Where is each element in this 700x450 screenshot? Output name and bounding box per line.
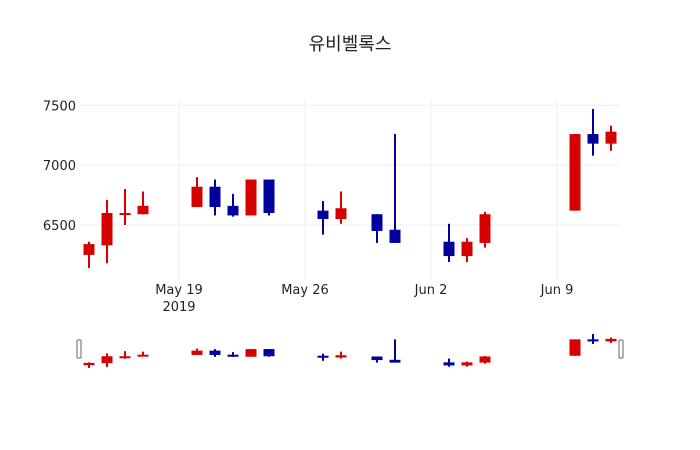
candle-body: [209, 186, 221, 208]
slider-candle: [605, 337, 617, 343]
range-slider-left-handle[interactable]: [76, 339, 82, 359]
candle: [191, 177, 203, 208]
slider-candle: [119, 351, 131, 359]
grid: [80, 100, 620, 280]
slider-candle: [335, 351, 347, 359]
candle: [389, 134, 401, 243]
slider-candle-body: [191, 350, 203, 355]
x-axis: May 19 2019 May 26 Jun 2 Jun 9: [155, 283, 573, 315]
slider-candle-body: [119, 356, 131, 359]
y-tick-label: 7000: [43, 159, 76, 174]
slider-candle-body: [209, 350, 221, 355]
slider-candle: [191, 348, 203, 355]
candle-body: [101, 213, 113, 246]
candle-body: [137, 205, 149, 215]
slider-candle-body: [83, 362, 95, 366]
candle-body: [335, 208, 347, 220]
candle-body: [227, 205, 239, 216]
slider-candle: [137, 351, 149, 357]
slider-candle: [461, 361, 473, 367]
candle-body: [191, 186, 203, 208]
candle-body: [389, 229, 401, 243]
slider-candle: [227, 352, 239, 358]
x-tick-label: Jun 2: [414, 283, 448, 298]
y-tick-label: 7500: [43, 99, 76, 114]
candle-body: [461, 241, 473, 257]
candle-body: [245, 179, 257, 216]
candles: [83, 108, 617, 269]
slider-candle: [263, 349, 275, 357]
range-slider-right-handle[interactable]: [618, 339, 624, 359]
candle-body: [371, 214, 383, 231]
candle: [317, 201, 329, 235]
candle: [371, 214, 383, 243]
candle: [461, 238, 473, 263]
candle: [569, 134, 581, 211]
slider-candle-body: [317, 355, 329, 358]
x-tick-label: Jun 9: [540, 283, 574, 298]
slider-candle: [371, 356, 383, 363]
candle: [119, 189, 131, 225]
slider-candle: [317, 353, 329, 361]
candle-body: [443, 241, 455, 257]
candle: [227, 193, 239, 217]
candle-body: [587, 134, 599, 144]
candle-body: [263, 179, 275, 214]
slider-candle-body: [371, 356, 383, 361]
candle: [335, 191, 347, 224]
candle: [83, 241, 95, 269]
y-axis: 6500 7000 7500: [43, 99, 76, 234]
candle-body: [569, 134, 581, 211]
slider-candle: [83, 362, 95, 368]
chart-title: 유비벨록스: [308, 34, 392, 55]
candle: [101, 199, 113, 264]
slider-candle: [389, 339, 401, 363]
candle: [479, 211, 491, 248]
slider-candle: [587, 334, 599, 344]
candle-body: [83, 244, 95, 255]
slider-candle: [443, 358, 455, 367]
x-tick-sublabel: 2019: [162, 300, 195, 315]
slider-candle-body: [227, 354, 239, 357]
candle: [587, 108, 599, 156]
x-tick-label: May 26: [281, 283, 329, 298]
x-tick-label: May 19: [155, 283, 203, 298]
slider-candle: [569, 339, 581, 356]
candle: [605, 125, 617, 151]
slider-candle-body: [461, 362, 473, 366]
candle: [443, 223, 455, 263]
candle-body: [317, 210, 329, 220]
slider-candle-body: [389, 359, 401, 363]
slider-candle-body: [137, 354, 149, 357]
slider-candle: [245, 349, 257, 357]
slider-candle-body: [101, 356, 113, 364]
slider-candle-body: [443, 362, 455, 366]
slider-candle-body: [263, 349, 275, 357]
slider-candle-body: [479, 356, 491, 363]
candle-body: [119, 213, 131, 216]
slider-candle-body: [605, 338, 617, 342]
slider-candle-body: [587, 339, 599, 342]
candle: [137, 191, 149, 215]
y-tick-label: 6500: [43, 219, 76, 234]
slider-candle-body: [245, 349, 257, 357]
candle-body: [605, 131, 617, 144]
range-slider[interactable]: [76, 334, 624, 368]
slider-candle-body: [569, 339, 581, 356]
candle-body: [479, 214, 491, 243]
slider-candle: [479, 355, 491, 364]
candle: [209, 179, 221, 216]
candle: [245, 179, 257, 216]
slider-candle: [209, 349, 221, 357]
slider-candle-body: [335, 355, 347, 358]
slider-candle: [101, 353, 113, 367]
candle: [263, 179, 275, 216]
